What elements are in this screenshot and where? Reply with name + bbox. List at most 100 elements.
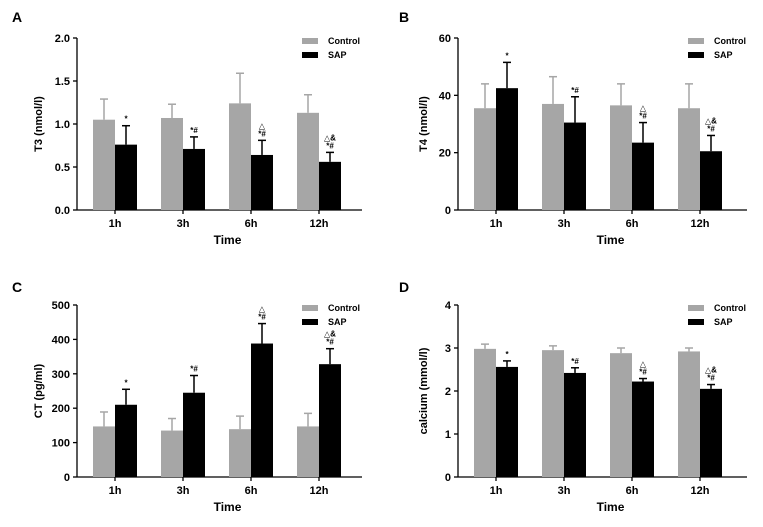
significance-marker: * — [124, 378, 128, 387]
control-bar — [297, 426, 319, 477]
x-tick-label: 3h — [558, 218, 571, 230]
sap-bar — [319, 364, 341, 477]
control-bar — [474, 348, 496, 477]
significance-marker: *# — [326, 338, 334, 347]
control-bar — [610, 105, 632, 210]
x-tick-label: 12h — [310, 218, 329, 230]
x-tick-label: 3h — [558, 485, 571, 497]
control-bar — [678, 108, 700, 210]
x-axis-label: Time — [214, 233, 242, 247]
legend-swatch-sap — [688, 52, 704, 58]
sap-bar — [115, 404, 137, 477]
x-tick-label: 6h — [245, 218, 258, 230]
control-bar — [610, 353, 632, 477]
sap-bar — [496, 366, 518, 477]
legend-label-control: Control — [328, 36, 360, 46]
legend-swatch-control — [302, 305, 318, 311]
legend-label-sap: SAP — [328, 317, 347, 327]
y-tick-label: 0 — [64, 472, 70, 484]
significance-marker: *# — [326, 141, 334, 150]
significance-marker: *# — [190, 126, 198, 135]
y-tick-label: 2 — [445, 386, 451, 398]
sap-bar — [183, 392, 205, 477]
panel-letter: B — [399, 9, 409, 25]
significance-marker: △& — [324, 133, 336, 142]
y-tick-label: 500 — [52, 300, 70, 312]
x-tick-label: 12h — [310, 485, 329, 497]
control-bar — [229, 103, 251, 210]
y-tick-label: 2.0 — [55, 33, 70, 45]
sap-bar — [115, 144, 137, 210]
y-axis-label: T3 (nmol/l) — [33, 96, 45, 152]
y-axis-label: CT (pg/ml) — [33, 363, 45, 418]
y-tick-label: 0 — [445, 472, 451, 484]
x-tick-label: 1h — [109, 485, 122, 497]
legend-label-sap: SAP — [714, 50, 733, 60]
x-tick-label: 6h — [626, 485, 639, 497]
legend-label-sap: SAP — [714, 317, 733, 327]
control-bar — [542, 103, 564, 210]
significance-marker: △ — [259, 305, 266, 314]
legend-label-control: Control — [714, 36, 746, 46]
y-axis-label: calcium (mmol/l) — [418, 347, 430, 434]
significance-marker: * — [505, 51, 509, 60]
significance-marker: *# — [639, 112, 647, 121]
x-axis-label: Time — [597, 500, 625, 514]
sap-bar — [251, 154, 273, 210]
y-tick-label: 0 — [445, 205, 451, 217]
sap-bar — [632, 142, 654, 210]
control-bar — [93, 119, 115, 210]
control-bar — [474, 108, 496, 210]
x-tick-label: 3h — [177, 485, 190, 497]
sap-bar — [700, 388, 722, 477]
x-tick-label: 6h — [626, 218, 639, 230]
legend-swatch-sap — [688, 319, 704, 325]
significance-marker: △ — [259, 121, 266, 130]
y-tick-label: 40 — [439, 90, 451, 102]
significance-marker: △ — [640, 104, 647, 113]
significance-marker: △& — [705, 366, 717, 375]
x-tick-label: 12h — [691, 485, 710, 497]
significance-marker: *# — [258, 129, 266, 138]
legend-label-control: Control — [328, 303, 360, 313]
control-bar — [229, 429, 251, 477]
panel-letter: A — [12, 9, 22, 25]
y-tick-label: 100 — [52, 438, 70, 450]
panel-letter: D — [399, 279, 409, 295]
y-axis-label: T4 (nmol/l) — [418, 96, 430, 152]
y-tick-label: 0.0 — [55, 205, 70, 217]
control-bar — [678, 351, 700, 477]
y-tick-label: 400 — [52, 334, 70, 346]
sap-bar — [564, 372, 586, 477]
sap-bar — [700, 151, 722, 210]
y-tick-label: 0.5 — [55, 162, 70, 174]
x-tick-label: 6h — [245, 485, 258, 497]
y-tick-label: 300 — [52, 369, 70, 381]
sap-bar — [183, 148, 205, 210]
significance-marker: △& — [324, 330, 336, 339]
y-tick-label: 4 — [445, 300, 452, 312]
y-tick-label: 1 — [445, 429, 451, 441]
control-bar — [161, 430, 183, 477]
significance-marker: *# — [639, 368, 647, 377]
x-tick-label: 3h — [177, 218, 190, 230]
legend-swatch-control — [688, 38, 704, 44]
significance-marker: *# — [571, 357, 579, 366]
legend-swatch-sap — [302, 319, 318, 325]
significance-marker: *# — [190, 365, 198, 374]
significance-marker: *# — [571, 86, 579, 95]
control-bar — [542, 350, 564, 477]
significance-marker: △ — [640, 360, 647, 369]
panel-letter: C — [12, 279, 22, 295]
x-axis-label: Time — [214, 500, 242, 514]
significance-marker: *# — [258, 313, 266, 322]
significance-marker: * — [505, 350, 509, 359]
x-tick-label: 1h — [490, 218, 503, 230]
legend-label-control: Control — [714, 303, 746, 313]
x-axis-label: Time — [597, 233, 625, 247]
sap-bar — [319, 161, 341, 210]
control-bar — [93, 426, 115, 477]
legend-label-sap: SAP — [328, 50, 347, 60]
